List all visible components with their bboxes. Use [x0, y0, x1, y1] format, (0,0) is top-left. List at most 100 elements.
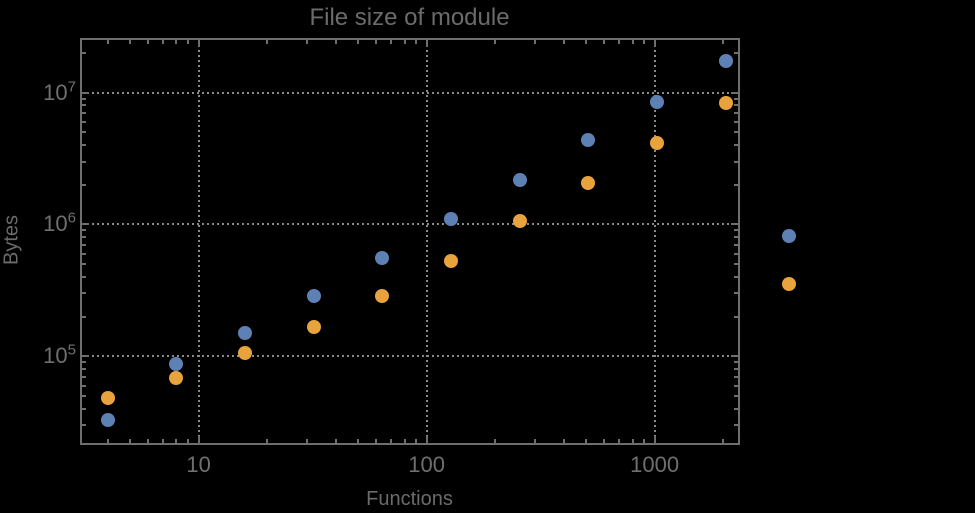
- y-axis-tick: [734, 144, 738, 147]
- x-axis-tick: [643, 40, 646, 44]
- x-axis-label: Functions: [366, 488, 453, 510]
- x-axis-tick: [585, 40, 587, 44]
- y-axis-tick: [82, 375, 86, 378]
- y-axis-tick: [734, 229, 738, 232]
- y-axis-tick: [82, 91, 89, 94]
- data-point-series-2-orange: [306, 319, 321, 334]
- x-axis-tick: [722, 439, 725, 443]
- y-tick-label: 107: [43, 78, 76, 105]
- data-point-series-2-orange: [718, 95, 733, 110]
- horizontal-gridline: [82, 355, 738, 358]
- y-axis-tick: [82, 263, 86, 266]
- x-axis-tick: [197, 40, 200, 47]
- y-axis-tick: [734, 275, 738, 278]
- y-axis-tick: [734, 368, 738, 371]
- x-axis-tick: [494, 40, 497, 44]
- y-axis-tick: [82, 131, 86, 134]
- y-axis-tick: [82, 368, 86, 371]
- data-point-series-2-orange: [100, 391, 115, 406]
- x-axis-tick: [643, 439, 646, 443]
- x-axis-tick: [128, 439, 131, 443]
- x-axis-tick: [197, 436, 200, 443]
- data-point-series-2-orange: [238, 345, 253, 360]
- data-point-series-1-blue: [512, 173, 527, 188]
- y-axis-tick: [82, 183, 86, 186]
- y-axis-tick: [82, 160, 86, 163]
- y-axis-tick: [734, 104, 738, 107]
- data-point-series-1-blue: [169, 357, 184, 372]
- x-axis-tick: [415, 439, 418, 443]
- y-axis-tick: [734, 361, 738, 364]
- y-axis-tick: [82, 315, 86, 318]
- x-axis-tick: [494, 439, 497, 443]
- data-point-series-1-blue: [782, 229, 797, 244]
- data-point-series-1-blue: [306, 288, 321, 303]
- x-axis-tick: [653, 436, 656, 443]
- x-axis-tick: [403, 439, 406, 443]
- x-axis-tick: [334, 439, 337, 443]
- y-axis-tick: [82, 275, 86, 278]
- x-axis-tick: [306, 439, 309, 443]
- y-axis-tick: [82, 120, 86, 123]
- x-axis-tick: [187, 439, 190, 443]
- y-axis-tick: [734, 112, 738, 115]
- data-point-series-1-blue: [100, 412, 115, 427]
- x-axis-tick: [162, 439, 165, 443]
- y-axis-tick: [731, 223, 738, 226]
- x-axis-tick: [534, 40, 537, 44]
- y-axis-tick: [734, 407, 738, 410]
- x-axis-tick: [653, 40, 656, 47]
- data-point-series-2-orange: [650, 135, 664, 150]
- x-axis-tick: [266, 439, 269, 443]
- y-axis-tick: [82, 223, 89, 226]
- y-axis-tick: [734, 394, 738, 397]
- y-axis-tick: [82, 361, 86, 364]
- data-point-series-1-blue: [650, 94, 664, 109]
- y-tick-exponent: 6: [67, 210, 76, 228]
- y-axis-tick: [731, 91, 738, 94]
- y-axis-tick: [82, 51, 86, 54]
- x-axis-tick: [390, 40, 393, 44]
- x-axis-tick: [106, 439, 109, 443]
- x-axis-tick: [722, 40, 725, 44]
- data-point-series-1-blue: [718, 53, 733, 68]
- x-axis-tick: [562, 40, 565, 44]
- y-axis-tick: [82, 384, 86, 387]
- y-axis-tick: [82, 243, 86, 246]
- x-tick-label: 1000: [630, 452, 680, 477]
- x-axis-tick: [334, 40, 337, 44]
- x-axis-tick: [175, 40, 178, 44]
- y-axis-tick: [731, 355, 738, 358]
- x-axis-tick: [266, 40, 269, 44]
- x-axis-tick: [106, 40, 109, 44]
- x-axis-tick: [631, 439, 634, 443]
- x-axis-tick: [534, 439, 537, 443]
- y-axis-tick: [82, 424, 86, 427]
- y-axis-tick: [734, 315, 738, 318]
- y-axis-tick: [82, 394, 86, 397]
- y-axis-tick: [734, 375, 738, 378]
- y-tick-exponent: 5: [67, 341, 76, 359]
- y-axis-tick: [82, 236, 86, 239]
- y-axis-tick: [82, 407, 86, 410]
- x-axis-tick: [128, 40, 131, 44]
- horizontal-gridline: [82, 223, 738, 226]
- y-axis-tick: [82, 144, 86, 147]
- data-point-series-2-orange: [169, 371, 184, 386]
- y-axis-tick: [734, 236, 738, 239]
- x-axis-tick: [375, 40, 378, 44]
- y-axis-tick: [734, 424, 738, 427]
- plot-frame: [80, 38, 740, 445]
- y-axis-tick: [734, 243, 738, 246]
- vertical-gridline: [425, 40, 428, 443]
- y-axis-tick: [82, 292, 86, 295]
- x-axis-tick: [603, 439, 606, 443]
- y-axis-tick: [734, 131, 738, 134]
- y-axis-tick: [82, 355, 89, 358]
- data-point-series-2-orange: [581, 176, 596, 191]
- y-tick-exponent: 7: [67, 78, 76, 96]
- data-point-series-2-orange: [375, 288, 390, 303]
- x-axis-tick: [631, 40, 634, 44]
- y-axis-tick: [734, 252, 738, 255]
